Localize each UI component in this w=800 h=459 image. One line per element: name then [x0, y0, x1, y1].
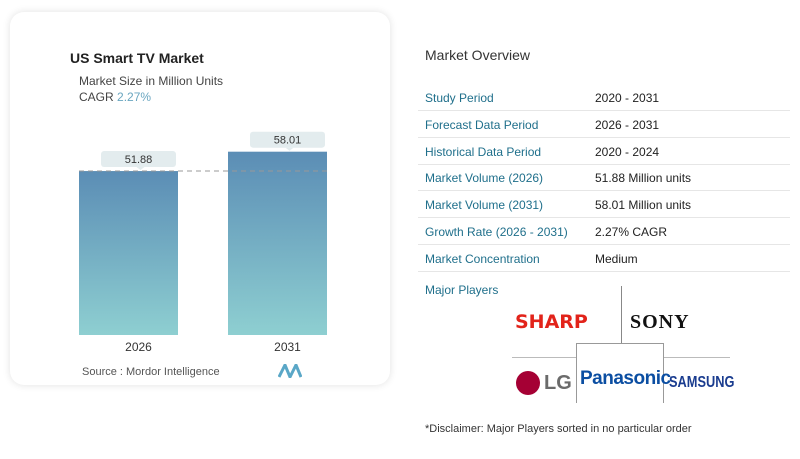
chart-subtitle: Market Size in Million Units: [79, 74, 224, 88]
overview-row: Market Concentration Medium: [418, 245, 790, 272]
overview-row: Forecast Data Period 2026 - 2031: [418, 111, 790, 138]
row-value: 51.88 Million units: [595, 171, 692, 186]
chart-title: US Smart TV Market: [70, 50, 204, 66]
overview-row: Historical Data Period 2020 - 2024: [418, 138, 790, 165]
cagr-value: 2.27%: [117, 90, 152, 104]
row-label: Forecast Data Period: [425, 117, 539, 132]
row-label: Historical Data Period: [425, 144, 542, 159]
row-value: 2026 - 2031: [595, 117, 660, 132]
row-label: Growth Rate (2026 - 2031): [425, 225, 568, 239]
divider: [576, 343, 664, 403]
mordor-logo-icon: [278, 364, 302, 378]
row-value: 58.01 Million units: [595, 198, 692, 213]
row-value: 2020 - 2024: [595, 144, 660, 159]
panasonic-logo: Panasonic: [580, 368, 671, 389]
row-value: Medium: [595, 251, 638, 266]
divider: [621, 286, 622, 343]
row-value: 2.27% CAGR: [595, 225, 668, 239]
x-tick-label: 2026: [125, 340, 152, 354]
row-label: Study Period: [425, 91, 494, 105]
bar-2031: [228, 151, 327, 335]
x-tick-label: 2031: [274, 340, 301, 354]
overview-row: Study Period 2020 - 2031: [418, 84, 790, 111]
row-value: 2020 - 2031: [595, 91, 660, 105]
bar-chart: 51.88 2026 58.01 2031: [79, 131, 330, 354]
data-label-box: [101, 151, 176, 168]
bar-2026: [79, 171, 178, 335]
source-text: Source : Mordor Intelligence: [82, 366, 220, 378]
row-label: Market Volume (2026): [425, 171, 544, 186]
overview-row: Market Volume (2026) 51.88 Million units: [418, 164, 790, 192]
data-label: 58.01: [274, 135, 302, 147]
sony-logo: SONY: [630, 311, 690, 333]
data-label-box: [250, 131, 325, 148]
overview-title: Market Overview: [425, 47, 531, 63]
overview-row: Market Volume (2031) 58.01 Million units: [418, 191, 790, 219]
lg-logo: LG: [544, 372, 572, 394]
row-label: Market Concentration: [425, 251, 540, 266]
row-label: Market Volume (2031): [425, 198, 544, 213]
lg-circle-icon: [516, 371, 540, 395]
cagr-label: CAGR: [79, 90, 114, 104]
data-label: 51.88: [125, 154, 153, 166]
data-label-pointer: [285, 147, 294, 151]
disclaimer: *Disclaimer: Major Players sorted in no …: [425, 423, 692, 435]
overview-row: Growth Rate (2026 - 2031) 2.27% CAGR: [418, 218, 790, 245]
sharp-logo: SHARP: [515, 311, 588, 333]
data-label-pointer: [136, 167, 145, 171]
cagr: CAGR 2.27%: [79, 90, 151, 104]
samsung-logo: SAMSUNG: [669, 374, 735, 391]
major-players-label: Major Players: [425, 283, 499, 297]
